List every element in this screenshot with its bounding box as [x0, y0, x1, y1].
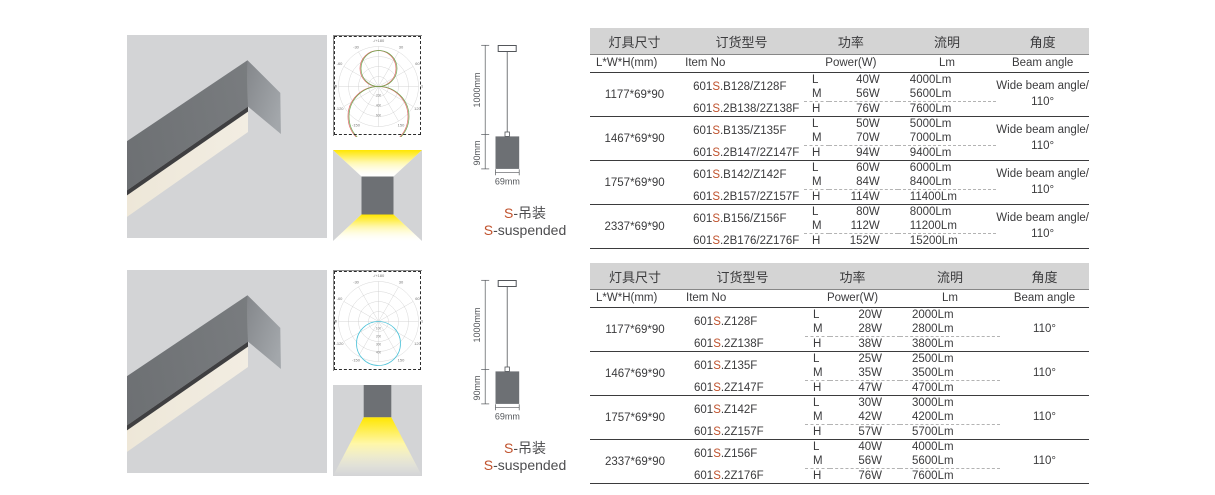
svg-text:-30: -30 [353, 280, 360, 285]
svg-text:90: 90 [421, 319, 423, 324]
svg-text:-120: -120 [336, 106, 345, 111]
svg-text:69mm: 69mm [495, 411, 520, 421]
svg-text:-60: -60 [337, 61, 344, 66]
svg-text:300: 300 [376, 343, 382, 347]
svg-text:1000mm: 1000mm [472, 72, 482, 107]
svg-text:30: 30 [399, 45, 404, 50]
svg-text:120: 120 [414, 341, 421, 346]
svg-text:90: 90 [421, 84, 423, 89]
svg-text:60: 60 [415, 296, 420, 301]
svg-text:69mm: 69mm [495, 176, 520, 186]
svg-text:1000mm: 1000mm [472, 307, 482, 342]
svg-text:-/+180: -/+180 [373, 273, 385, 278]
svg-text:90mm: 90mm [472, 375, 482, 400]
svg-text:-120: -120 [336, 341, 345, 346]
svg-text:120: 120 [414, 106, 421, 111]
svg-text:-60: -60 [337, 296, 344, 301]
svg-text:200: 200 [376, 94, 382, 98]
svg-text:60: 60 [415, 61, 420, 66]
svg-text:-30: -30 [353, 45, 360, 50]
svg-text:30: 30 [399, 280, 404, 285]
svg-text:150: 150 [398, 123, 405, 128]
svg-text:-150: -150 [352, 123, 361, 128]
svg-text:100: 100 [376, 327, 382, 331]
svg-text:600: 600 [376, 114, 382, 118]
svg-text:200: 200 [376, 335, 382, 339]
svg-text:400: 400 [376, 104, 382, 108]
svg-text:-/+180: -/+180 [373, 38, 385, 43]
svg-text:90mm: 90mm [472, 140, 482, 165]
svg-text:150: 150 [398, 358, 405, 363]
svg-text:-150: -150 [352, 358, 361, 363]
svg-text:400: 400 [376, 351, 382, 355]
